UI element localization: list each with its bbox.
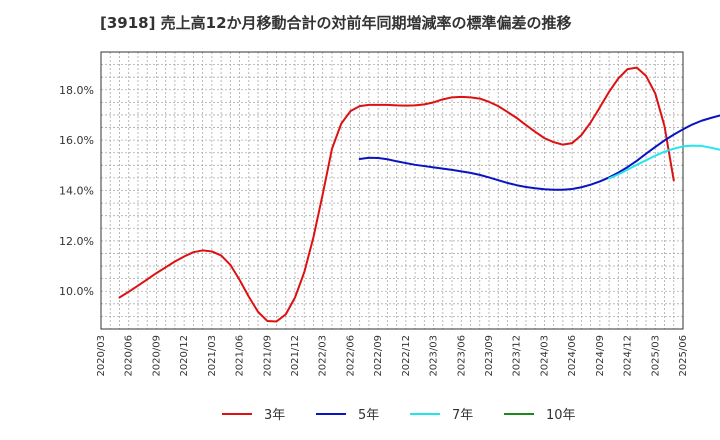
x-tick-label: 2025/03 — [650, 335, 661, 377]
plot-area-background — [101, 52, 683, 329]
x-tick-label: 2025/06 — [678, 335, 689, 377]
series-line-7年 — [608, 144, 720, 180]
series-line-3年 — [118, 66, 675, 323]
x-tick-label: 2023/03 — [429, 335, 440, 377]
y-axis: 10.0% 12.0% 14.0% 16.0% 18.0% — [59, 84, 94, 298]
x-tick-label: 2022/06 — [345, 335, 356, 377]
y-tick-label: 12.0% — [59, 235, 94, 248]
x-tick-label: 2020/03 — [96, 335, 107, 377]
x-tick-label: 2024/12 — [623, 335, 634, 377]
x-tick-label: 2022/12 — [401, 335, 412, 377]
x-tick-label: 2024/09 — [595, 335, 606, 377]
x-tick-label: 2022/09 — [373, 335, 384, 377]
y-tick-label: 14.0% — [59, 185, 94, 198]
legend-label: 5年 — [358, 408, 379, 423]
x-tick-label: 2023/06 — [456, 335, 467, 377]
x-tick-label: 2020/06 — [124, 335, 135, 377]
series-line-5年 — [358, 114, 720, 191]
y-tick-label: 16.0% — [59, 134, 94, 147]
series-layer — [118, 66, 720, 323]
x-tick-label: 2020/12 — [179, 335, 190, 377]
legend-item: 5年 — [316, 408, 379, 423]
x-tick-label: 2020/09 — [151, 335, 162, 377]
legend-item: 7年 — [410, 408, 473, 423]
x-tick-label: 2021/09 — [262, 335, 273, 377]
x-tick-label: 2021/03 — [207, 335, 218, 377]
plot-area-border — [100, 51, 684, 330]
legend: 3年 5年 7年 10年 — [222, 408, 576, 423]
x-tick-label: 2023/12 — [512, 335, 523, 377]
x-tick-label: 2021/06 — [235, 335, 246, 377]
x-tick-label: 2024/06 — [567, 335, 578, 377]
x-tick-label: 2023/09 — [484, 335, 495, 377]
x-tick-label: 2021/12 — [290, 335, 301, 377]
y-tick-label: 18.0% — [59, 84, 94, 97]
legend-label: 3年 — [264, 408, 285, 423]
grid-layer — [101, 52, 683, 329]
legend-item: 10年 — [504, 408, 576, 423]
x-tick-label: 2024/03 — [539, 335, 550, 377]
legend-item: 3年 — [222, 408, 285, 423]
legend-label: 10年 — [546, 408, 576, 423]
legend-label: 7年 — [452, 408, 473, 423]
y-tick-label: 10.0% — [59, 285, 94, 298]
chart-title: [3918] 売上高12か月移動合計の対前年同期増減率の標準偏差の推移 — [100, 14, 572, 32]
x-tick-label: 2022/03 — [318, 335, 329, 377]
x-axis: 2020/03 2020/06 2020/09 2020/12 2021/03 2021/… — [96, 335, 689, 377]
